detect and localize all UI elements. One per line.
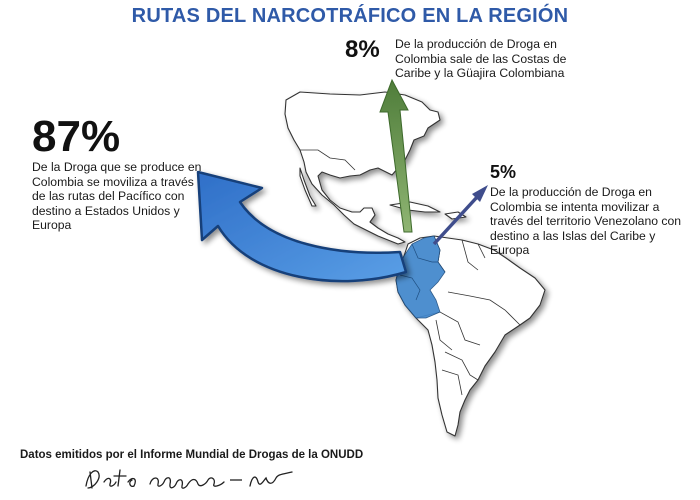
pacific-route-description: De la Droga que se produce en Colombia s… xyxy=(32,160,202,233)
pacific-route-percent: 87% xyxy=(32,112,120,162)
source-note: Datos emitidos por el Informe Mundial de… xyxy=(20,449,363,461)
handwritten-signature xyxy=(80,462,300,496)
caribbean-route-percent: 8% xyxy=(345,36,380,64)
venezuela-route-arrow xyxy=(434,185,488,244)
north-america-landmass xyxy=(285,92,440,244)
venezuela-route-description: De la producción de Droga en Colombia se… xyxy=(490,185,690,258)
colombia-ecuador-peru-highlight xyxy=(396,236,445,318)
caribbean-route-description: De la producción de Droga en Colombia sa… xyxy=(395,37,605,81)
venezuela-route-percent: 5% xyxy=(490,162,516,183)
cuba-island xyxy=(390,202,440,212)
